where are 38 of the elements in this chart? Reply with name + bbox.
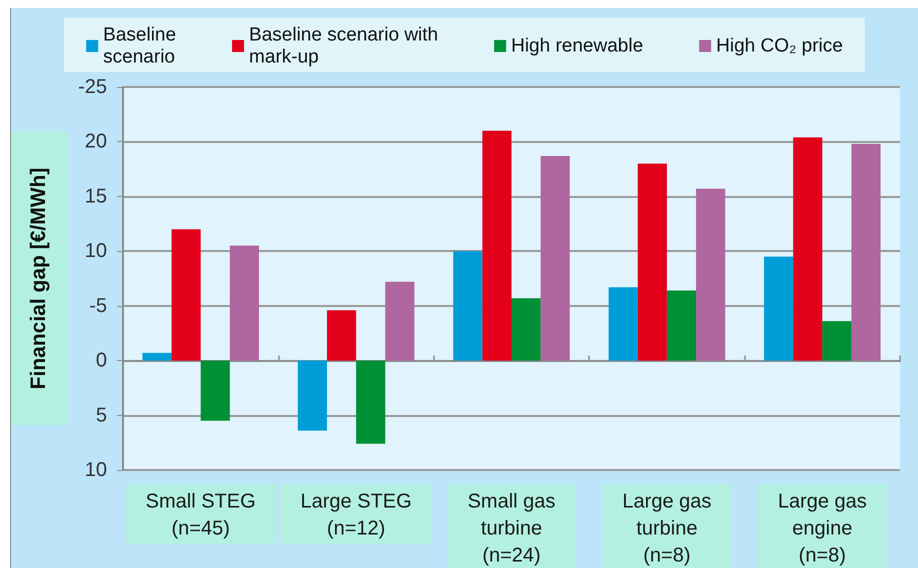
bar xyxy=(764,256,794,361)
bar xyxy=(453,251,482,361)
bar xyxy=(298,360,327,431)
x-tick-label: Large STEG (n=12) xyxy=(300,490,412,540)
bar xyxy=(696,188,726,361)
y-tick-label: 0 xyxy=(96,350,107,372)
y-axis-title: Financial gap [€/MWh] xyxy=(27,168,50,390)
bar xyxy=(356,360,386,444)
bar xyxy=(200,360,230,421)
bar xyxy=(385,282,414,361)
legend-label: Baseline scenario with mark-up xyxy=(249,24,438,68)
bar xyxy=(638,164,667,361)
y-tick-label: 10 xyxy=(84,240,107,262)
bar xyxy=(608,287,638,361)
y-tick-label: -5 xyxy=(89,294,107,317)
bar xyxy=(793,137,822,361)
bar xyxy=(540,156,570,361)
bar xyxy=(230,246,259,361)
y-tick-label: 5 xyxy=(96,404,107,426)
bar xyxy=(512,298,541,361)
y-tick-label: 15 xyxy=(84,185,107,208)
bar xyxy=(172,229,201,361)
bar xyxy=(822,321,852,361)
y-tick-label: 20 xyxy=(84,130,107,153)
bar xyxy=(482,130,512,361)
legend-label: High renewable xyxy=(511,36,644,56)
bar xyxy=(666,290,696,361)
x-tick-label: Large gas turbine (n=8) xyxy=(622,490,712,566)
x-tick-label: Small gas turbine (n=24) xyxy=(468,490,556,566)
y-tick-label: 10 xyxy=(84,459,107,481)
bar xyxy=(851,144,881,361)
bar xyxy=(326,310,356,361)
legend-label: High CO₂ price xyxy=(716,36,843,56)
bar xyxy=(142,352,172,361)
y-tick-label: -25 xyxy=(78,76,107,98)
x-tick-label: Large gas engine (n=8) xyxy=(778,490,867,566)
x-tick-label: Small STEG (n=45) xyxy=(146,490,256,540)
legend-label: Baseline scenario xyxy=(103,24,176,68)
